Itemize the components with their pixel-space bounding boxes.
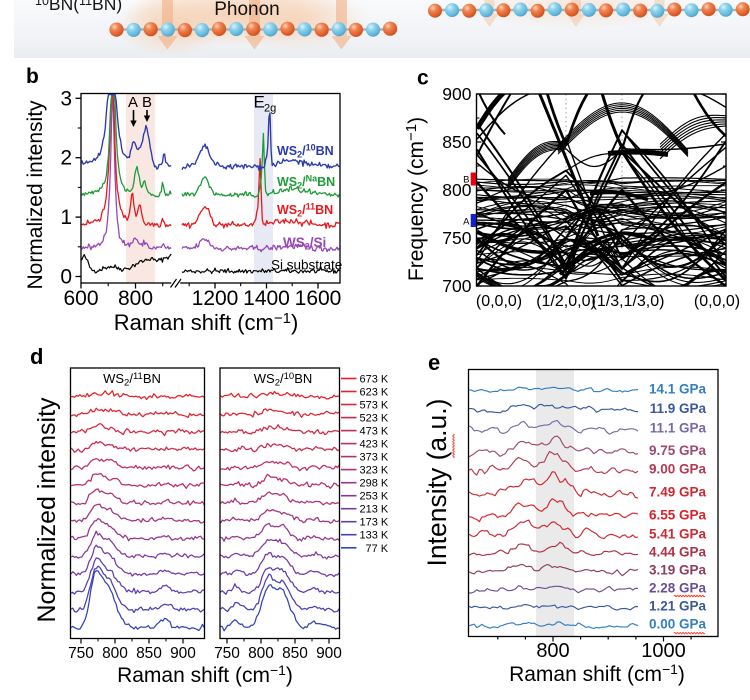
svg-text:373 K: 373 K [360,452,389,464]
svg-text:3.19 GPa: 3.19 GPa [649,562,707,577]
svg-text:WS2/10BN: WS2/10BN [277,143,334,160]
svg-text:(0,0,0): (0,0,0) [476,293,522,310]
svg-text:Phonon: Phonon [214,0,280,20]
svg-text:1200: 1200 [192,287,239,310]
svg-text:900: 900 [316,645,342,662]
svg-text:6.55 GPa: 6.55 GPa [649,507,707,522]
svg-text:700: 700 [442,276,471,296]
svg-text:1400: 1400 [243,287,290,310]
svg-text:Intensity (a.u.): Intensity (a.u.) [422,399,452,567]
svg-text:(1/2,0,0): (1/2,0,0) [536,293,596,310]
svg-text:323 K: 323 K [360,465,389,477]
svg-text:Raman shift (cm−1): Raman shift (cm−1) [114,310,299,335]
svg-text:WS2/11BN: WS2/11BN [277,202,333,219]
svg-text:5.41 GPa: 5.41 GPa [649,526,707,541]
svg-text:2g: 2g [264,103,276,115]
svg-text:WS2/10BN: WS2/10BN [254,371,313,389]
svg-text:10BN(11BN): 10BN(11BN) [35,0,122,14]
svg-text:(0,0,0): (0,0,0) [694,293,740,310]
svg-text:1000: 1000 [641,640,686,662]
svg-text:WS2/Si: WS2/Si [283,235,326,252]
svg-text:Raman shift (cm−1): Raman shift (cm−1) [509,661,685,686]
svg-text:750: 750 [442,228,471,248]
svg-text:800: 800 [102,645,128,662]
svg-text:9.75 GPa: 9.75 GPa [649,443,707,458]
svg-text:253 K: 253 K [360,491,389,503]
svg-text:B: B [142,94,152,111]
svg-text:133 K: 133 K [360,530,389,542]
svg-text:Si substrate: Si substrate [271,258,342,273]
svg-text:3: 3 [60,87,72,110]
svg-text:423 K: 423 K [360,439,389,451]
svg-text:673 K: 673 K [360,374,389,386]
svg-text:473 K: 473 K [360,426,389,438]
svg-text:Normalized intensity: Normalized intensity [33,397,61,623]
svg-text:9.00 GPa: 9.00 GPa [649,461,707,476]
svg-text:A: A [128,94,138,111]
svg-text:d: d [30,344,43,369]
svg-text:11.1 GPa: 11.1 GPa [650,421,707,436]
svg-text:77 K: 77 K [366,543,389,555]
svg-text:600: 600 [63,287,98,310]
svg-text:298 K: 298 K [360,478,389,490]
svg-text:213 K: 213 K [360,504,389,516]
svg-text:750: 750 [68,645,94,662]
svg-text:1600: 1600 [295,287,342,310]
svg-text:A: A [463,217,470,228]
svg-text:1: 1 [60,206,72,229]
svg-text:623 K: 623 K [360,387,389,399]
svg-text:800: 800 [118,287,153,310]
svg-text:900: 900 [170,645,196,662]
svg-text:850: 850 [442,132,471,152]
svg-text:900: 900 [442,84,471,104]
svg-text:7.49 GPa: 7.49 GPa [649,484,707,499]
svg-text:800: 800 [442,180,471,200]
svg-text:850: 850 [136,645,162,662]
svg-text:(1/3,1/3,0): (1/3,1/3,0) [592,293,665,310]
svg-text:0.00 GPa: 0.00 GPa [649,617,707,632]
svg-text:11.9 GPa: 11.9 GPa [650,401,707,416]
svg-text:WS2/NaBN: WS2/NaBN [277,174,335,191]
svg-text:c: c [417,67,429,90]
svg-text:14.1 GPa: 14.1 GPa [649,381,707,396]
svg-text:523 K: 523 K [360,413,389,425]
svg-text:b: b [26,65,39,88]
svg-text:2: 2 [60,147,72,170]
svg-text:2.28 GPa: 2.28 GPa [649,580,707,595]
svg-text:e: e [428,350,440,375]
svg-text:Frequency (cm−1): Frequency (cm−1) [403,117,428,281]
svg-text:WS2/11BN: WS2/11BN [103,371,161,389]
svg-text:750: 750 [214,645,240,662]
svg-text:E: E [254,93,265,112]
svg-text:Raman shift (cm−1): Raman shift (cm−1) [117,662,293,687]
svg-text:173 K: 173 K [360,517,389,529]
svg-text:0: 0 [60,266,72,289]
svg-text:850: 850 [282,645,308,662]
svg-text:1.21 GPa: 1.21 GPa [649,599,707,614]
svg-text:Normalized intensity: Normalized intensity [24,100,47,290]
svg-text:4.44 GPa: 4.44 GPa [649,544,707,559]
svg-text:573 K: 573 K [360,400,389,412]
svg-text:B: B [463,175,469,186]
svg-text:800: 800 [536,640,569,662]
svg-text:800: 800 [248,645,274,662]
